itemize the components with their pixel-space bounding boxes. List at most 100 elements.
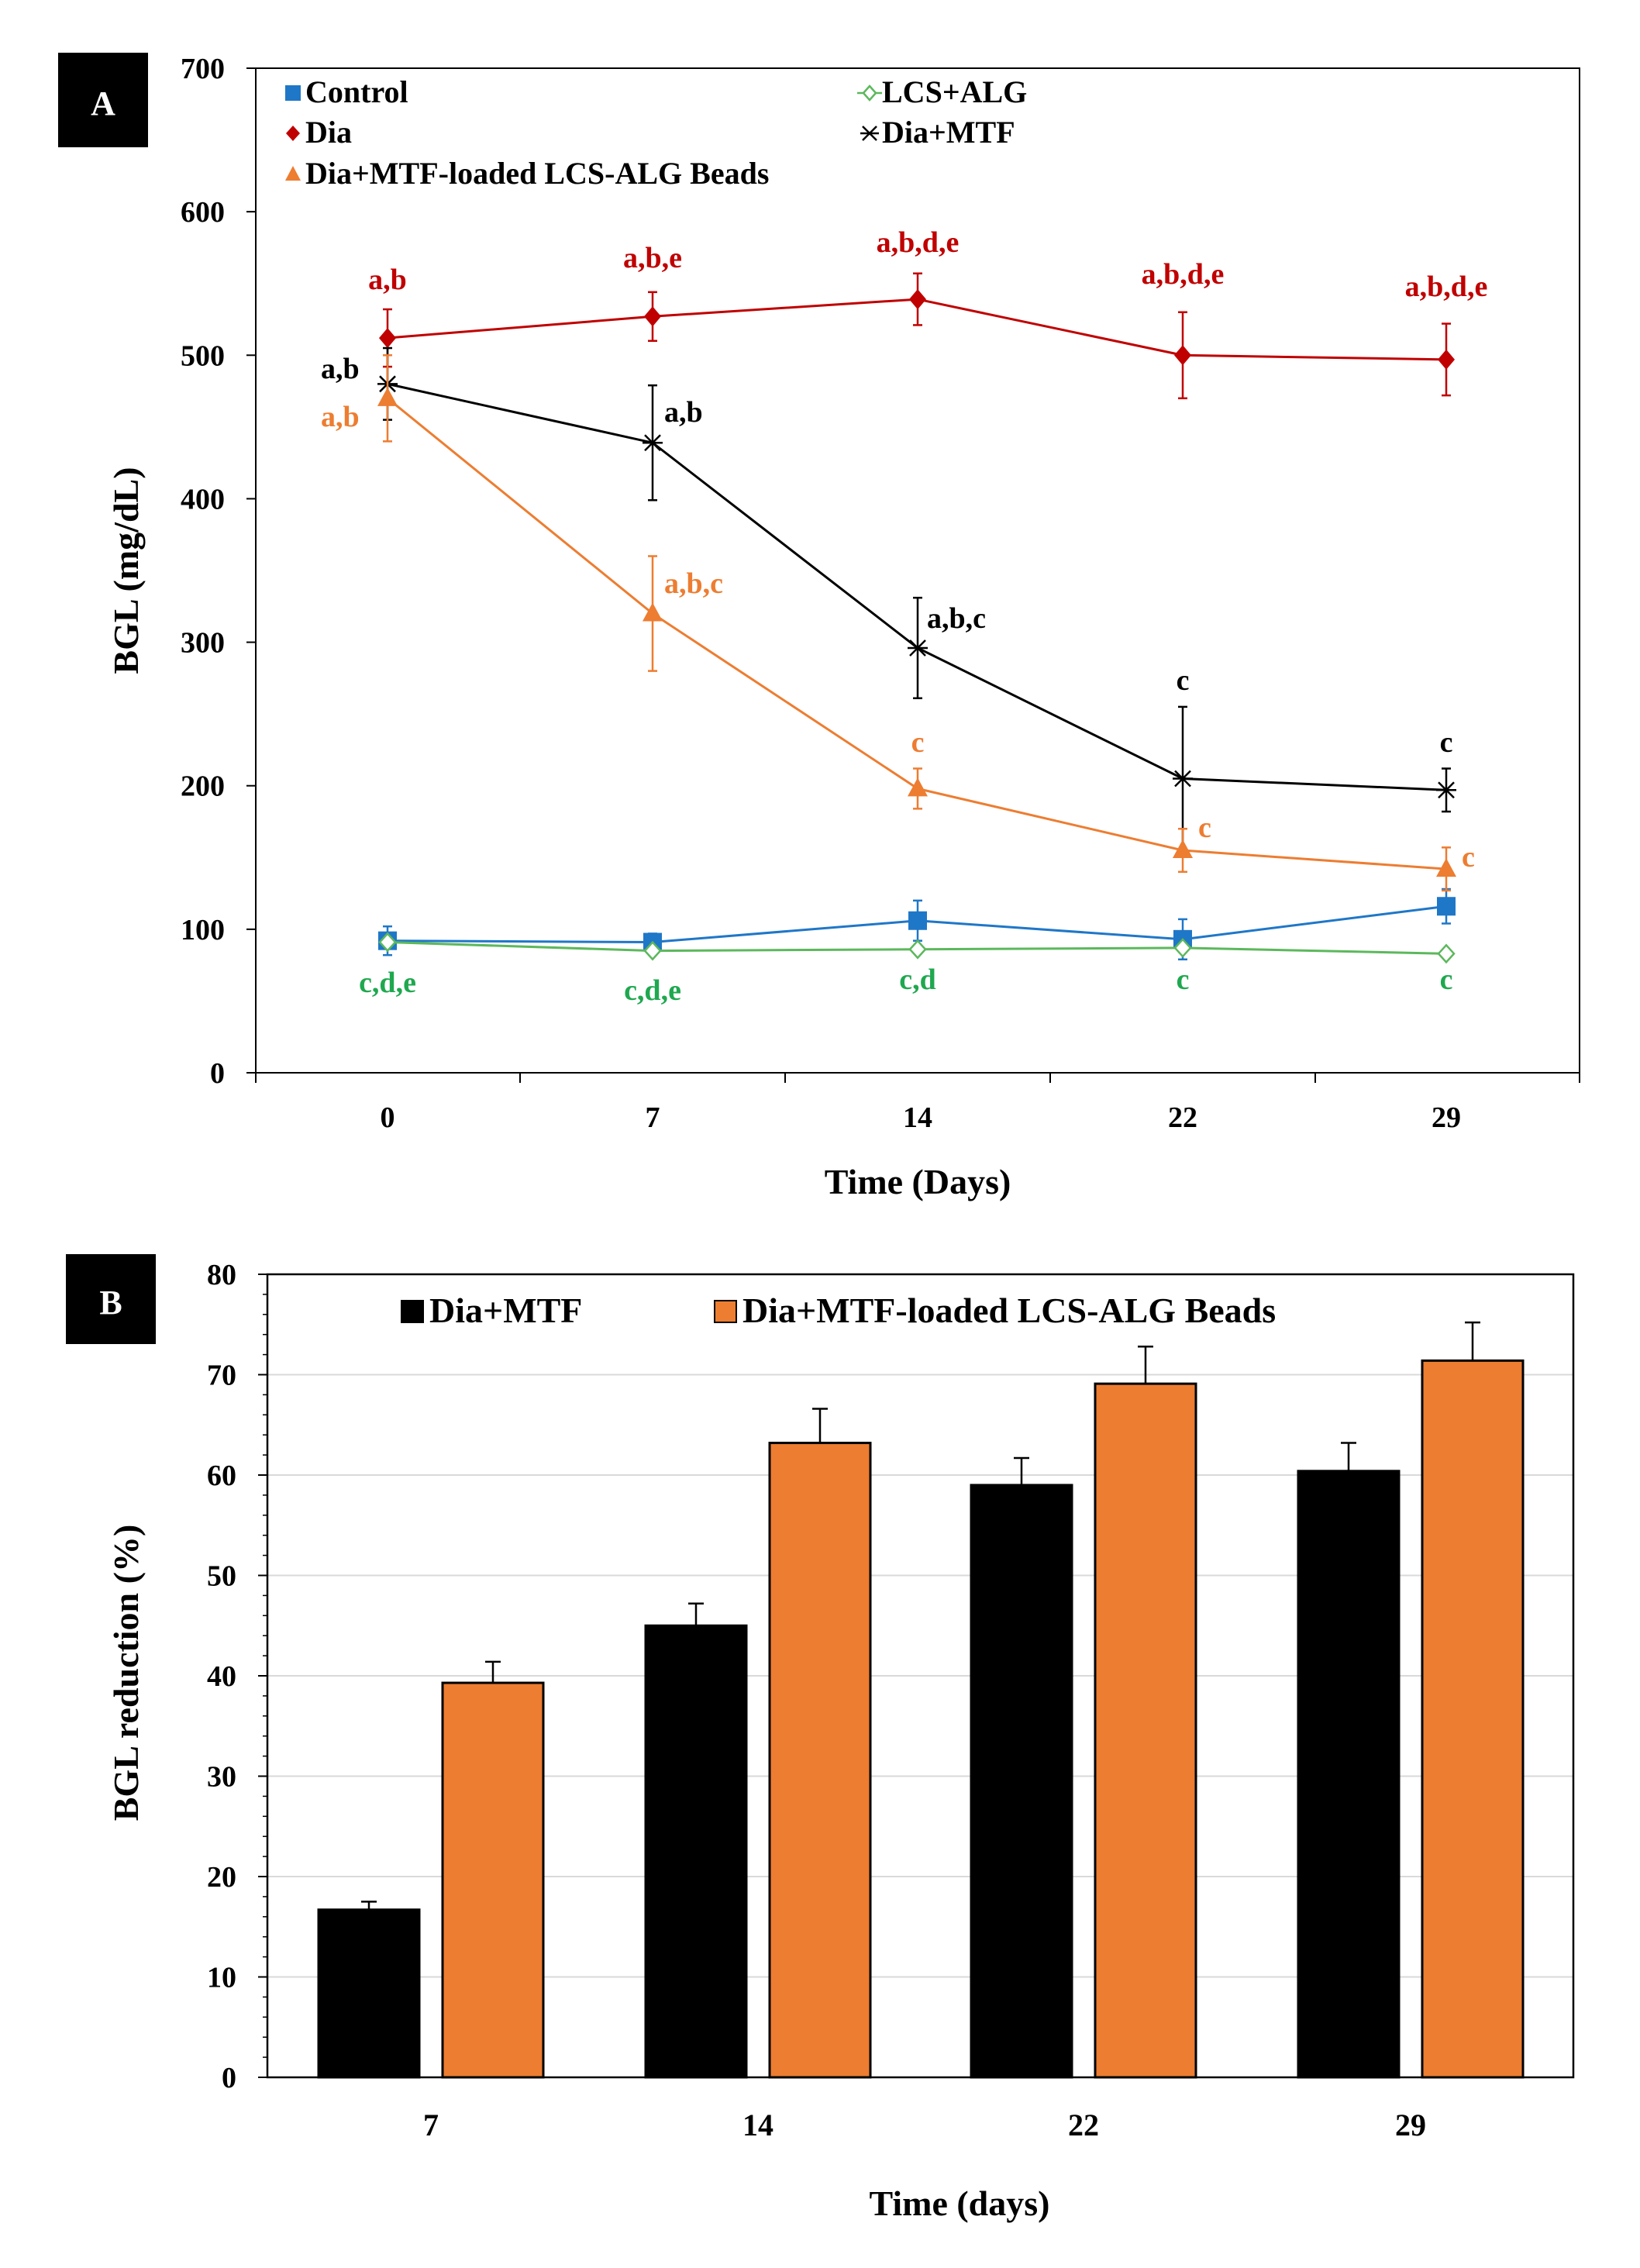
legend-swatch	[286, 126, 300, 141]
significance-label: a,b	[321, 353, 360, 385]
y-tick-label: 300	[181, 627, 225, 660]
data-point	[1438, 349, 1455, 370]
error-bar	[361, 1901, 377, 1910]
legend-label: Dia	[305, 115, 352, 150]
y-tick-label: 30	[207, 1761, 236, 1794]
legend-swatch	[714, 1300, 737, 1323]
data-point	[1173, 839, 1193, 859]
significance-label: a,b	[368, 264, 407, 296]
y-tick-label: 400	[181, 483, 225, 515]
y-tick-label: 0	[210, 1057, 225, 1090]
legend-swatch	[401, 1300, 424, 1323]
legend-label: Dia+MTF-loaded LCS-ALG Beads	[742, 1291, 1276, 1330]
data-point	[1437, 943, 1456, 964]
panel-b-chart: B 0 10 20 30 40 50 60 70 80 7 14 22 29 Time (days) BGL …	[66, 1254, 1575, 2223]
significance-label: c,d,e	[359, 967, 416, 999]
x-tick-label: 14	[742, 2108, 773, 2142]
y-tick-label: 600	[181, 196, 225, 229]
data-point	[1173, 770, 1193, 788]
x-tick-label: 7	[423, 2108, 439, 2142]
data-point	[909, 289, 926, 310]
data-point	[1436, 781, 1456, 799]
x-tick-label: 0	[381, 1101, 395, 1134]
data-point	[1173, 938, 1192, 958]
legend-swatch-stroke	[862, 126, 877, 141]
y-tick-label: 700	[181, 53, 225, 85]
x-tick-label: 7	[646, 1101, 660, 1134]
bar	[317, 1908, 421, 2079]
data-point-stroke	[644, 434, 661, 452]
y-tick-label: 0	[222, 2062, 236, 2094]
significance-label: c	[1177, 963, 1190, 996]
y-axis-title: BGL (mg/dL)	[106, 467, 146, 674]
bar	[441, 1681, 545, 2079]
data-point	[1437, 897, 1456, 916]
y-tick-label: 50	[207, 1560, 236, 1593]
significance-label: c	[1440, 726, 1453, 759]
panel-b-badge	[66, 1254, 156, 1344]
legend-label: Control	[305, 74, 408, 109]
significance-label: c,d,e	[624, 974, 681, 1007]
data-point	[908, 777, 928, 797]
y-axis-title: BGL reduction (%)	[106, 1525, 146, 1822]
bar	[1297, 1470, 1401, 2079]
significance-label: a,b,c	[927, 602, 986, 635]
y-tick-label: 20	[207, 1861, 236, 1894]
data-point	[1436, 858, 1456, 877]
data-point	[908, 939, 927, 960]
significance-label: a,b,e	[623, 242, 682, 274]
series-dia-mtf-loaded-lcs-alg-beads	[441, 1321, 1525, 2079]
y-tick-label: 100	[181, 914, 225, 946]
x-tick-label: 29	[1432, 1101, 1461, 1134]
data-point-stroke	[1438, 781, 1455, 799]
bar	[1421, 1359, 1525, 2079]
x-tick-label: 22	[1168, 1101, 1197, 1134]
data-point	[643, 940, 662, 961]
significance-label: c	[911, 726, 925, 759]
y-tick-label: 10	[207, 1962, 236, 1994]
significance-label: a,b,d,e	[1142, 258, 1225, 291]
error-bar	[1014, 1456, 1029, 1485]
x-tick-label: 29	[1395, 2108, 1426, 2142]
data-point	[1174, 345, 1191, 366]
data-point	[378, 932, 397, 953]
panel-a-letter: A	[91, 84, 115, 122]
error-bar	[1341, 1442, 1356, 1471]
y-tick-label: 60	[207, 1460, 236, 1492]
significance-label: c,d	[899, 963, 936, 996]
panel-a-chart: A 0 100 200 300 400 500 600 700 0 7 14 22 29 Time (Day…	[58, 53, 1580, 1201]
series-dia	[379, 272, 1455, 400]
significance-label: a,b,d,e	[1405, 271, 1488, 303]
data-point	[379, 328, 396, 349]
data-point	[643, 602, 663, 622]
significance-label: a,b	[664, 396, 703, 429]
series-dia-mtf	[377, 346, 1456, 852]
significance-label: a,b,d,e	[877, 226, 960, 259]
significance-label: c	[1462, 841, 1475, 874]
panel-a-badge	[58, 53, 148, 147]
y-tick-label: 80	[207, 1259, 236, 1291]
panel-a-legend: Control LCS+ALG Dia Dia+MTF Dia+MTF-loaded L…	[285, 74, 1027, 191]
significance-label: a,b,c	[664, 567, 723, 600]
legend-swatch	[285, 166, 301, 181]
error-bar	[688, 1602, 704, 1626]
data-point	[644, 306, 661, 327]
data-point-stroke	[1174, 770, 1191, 788]
significance-label: c	[1177, 664, 1190, 697]
bar	[970, 1484, 1073, 2079]
series-dia-mtf-loaded-lcs-alg-beads	[377, 354, 1456, 892]
series-lcs-alg	[378, 932, 1456, 964]
data-point	[908, 639, 928, 657]
legend-label: Dia+MTF	[429, 1291, 582, 1330]
y-tick-label: 200	[181, 770, 225, 803]
series-dia-mtf	[317, 1442, 1401, 2079]
significance-label: a,b	[321, 401, 360, 433]
significance-label: c	[1198, 812, 1211, 844]
x-axis-title: Time (days)	[870, 2184, 1050, 2223]
significance-label: c	[1440, 963, 1453, 996]
data-point	[377, 387, 398, 406]
error-bar	[1465, 1321, 1480, 1361]
legend-swatch	[862, 84, 877, 102]
bar	[768, 1442, 872, 2079]
